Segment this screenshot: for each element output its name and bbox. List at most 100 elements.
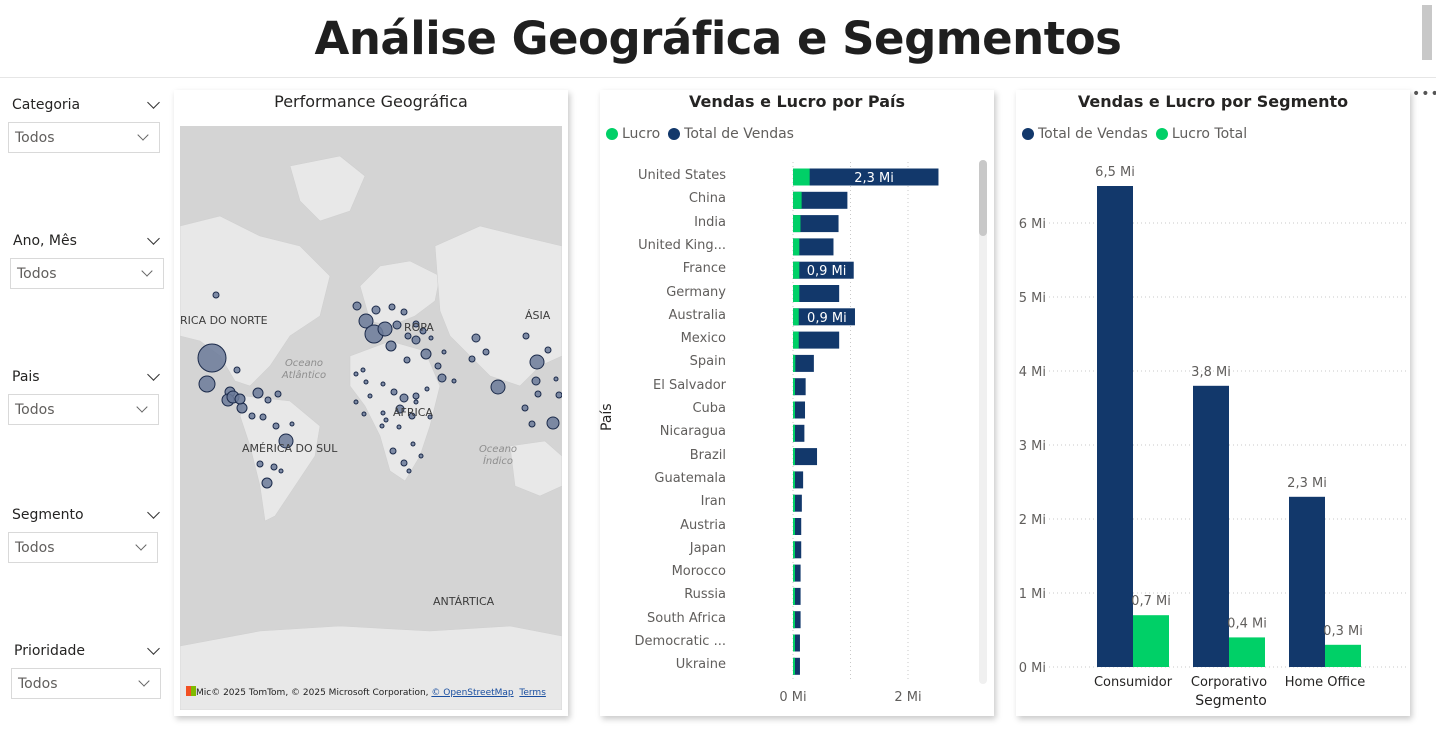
bar-lucro-total[interactable]: [1325, 644, 1361, 667]
bar-lucro[interactable]: [793, 657, 795, 675]
bar-lucro-total[interactable]: [1133, 615, 1169, 667]
openstreetmap-link[interactable]: © OpenStreetMap: [431, 688, 514, 698]
map-bubble[interactable]: [264, 396, 272, 404]
map-bubble[interactable]: [418, 453, 424, 459]
bar-lucro[interactable]: [793, 238, 800, 256]
map-bubble[interactable]: [236, 402, 248, 414]
map-bubble[interactable]: [521, 404, 529, 412]
map-bubble[interactable]: [410, 441, 416, 447]
map-canvas[interactable]: RICA DO NORTE ÁSIA ROPA ÁFRICA AMÉRICA D…: [180, 126, 562, 710]
map-bubble[interactable]: [404, 332, 412, 340]
bar-lucro[interactable]: [793, 494, 795, 512]
slicer-dropdown[interactable]: Todos: [8, 122, 160, 153]
country-chart-visual[interactable]: Vendas e Lucro por País Lucro Total de V…: [599, 90, 994, 716]
map-bubble[interactable]: [353, 371, 359, 377]
map-bubble[interactable]: [367, 393, 373, 399]
bar-lucro[interactable]: [793, 448, 795, 466]
map-bubble[interactable]: [385, 340, 397, 352]
bar-lucro-total[interactable]: [1229, 637, 1265, 667]
chevron-down-icon[interactable]: [147, 642, 160, 655]
map-bubble[interactable]: [428, 335, 434, 341]
bar-total-vendas[interactable]: [793, 378, 806, 396]
map-bubble[interactable]: [490, 379, 506, 395]
bar-total-vendas[interactable]: [793, 448, 818, 466]
bar-lucro[interactable]: [793, 587, 795, 605]
terms-link[interactable]: Terms: [519, 688, 546, 698]
map-bubble[interactable]: [278, 433, 294, 449]
map-bubble[interactable]: [555, 391, 562, 399]
bar-lucro[interactable]: [793, 308, 799, 326]
map-bubble[interactable]: [371, 305, 381, 315]
bar-total-vendas[interactable]: [793, 494, 802, 512]
bar-total-vendas[interactable]: [1097, 186, 1133, 667]
legend-item-lucro[interactable]: Lucro Total: [1155, 126, 1247, 142]
bar-lucro[interactable]: [793, 331, 799, 349]
bar-lucro[interactable]: [793, 611, 795, 629]
legend-item-lucro[interactable]: Lucro: [606, 126, 660, 142]
bar-total-vendas[interactable]: [793, 611, 801, 629]
slicer-dropdown[interactable]: Todos: [8, 394, 159, 425]
map-bubble[interactable]: [274, 390, 282, 398]
map-bubble[interactable]: [360, 367, 366, 373]
country-scrollbar-track[interactable]: [979, 160, 987, 684]
bar-lucro[interactable]: [793, 634, 795, 652]
bar-total-vendas[interactable]: [793, 657, 800, 675]
page-scrollbar[interactable]: [1422, 5, 1432, 60]
bar-lucro[interactable]: [793, 564, 795, 582]
chevron-down-icon[interactable]: [147, 506, 160, 519]
map-bubble[interactable]: [234, 393, 246, 405]
country-scrollbar-thumb[interactable]: [979, 160, 987, 236]
map-bubble[interactable]: [379, 423, 385, 429]
map-bubble[interactable]: [406, 468, 412, 474]
map-bubble[interactable]: [390, 388, 398, 396]
bar-total-vendas[interactable]: [793, 261, 854, 279]
map-bubble[interactable]: [471, 333, 481, 343]
bar-total-vendas[interactable]: [793, 564, 801, 582]
map-bubble[interactable]: [441, 349, 447, 355]
bar-total-vendas[interactable]: [793, 401, 806, 419]
map-bubble[interactable]: [482, 348, 490, 356]
legend-item-vendas[interactable]: Total de Vendas: [1022, 126, 1148, 142]
bar-total-vendas[interactable]: [793, 354, 814, 372]
map-bubble[interactable]: [424, 386, 430, 392]
slicer-dropdown[interactable]: Todos: [11, 668, 161, 699]
map-bubble[interactable]: [399, 393, 409, 403]
bar-total-vendas[interactable]: [793, 541, 802, 559]
map-bubble[interactable]: [522, 332, 530, 340]
bar-lucro[interactable]: [793, 378, 795, 396]
map-bubble[interactable]: [198, 375, 216, 393]
map-bubble[interactable]: [412, 320, 420, 328]
map-bubble[interactable]: [361, 411, 367, 417]
map-bubble[interactable]: [392, 320, 402, 330]
map-bubble[interactable]: [419, 327, 427, 335]
bar-total-vendas[interactable]: [793, 471, 804, 489]
map-bubble[interactable]: [434, 362, 442, 370]
map-bubble[interactable]: [389, 447, 397, 455]
map-bubble[interactable]: [352, 301, 362, 311]
map-bubble[interactable]: [528, 420, 536, 428]
map-bubble[interactable]: [363, 379, 369, 385]
map-bubble[interactable]: [289, 421, 295, 427]
map-bubble[interactable]: [377, 321, 393, 337]
map-bubble[interactable]: [233, 366, 241, 374]
chevron-down-icon[interactable]: [147, 368, 160, 381]
country-bar-chart[interactable]: 0 Mi 2 Mi 2,3 Mi 0,9 Mi 0,9 Mi: [600, 90, 994, 716]
map-bubble[interactable]: [553, 376, 559, 382]
bar-lucro[interactable]: [793, 285, 800, 302]
map-bubble[interactable]: [544, 346, 552, 354]
bar-lucro[interactable]: [793, 191, 802, 209]
map-bubble[interactable]: [353, 399, 359, 405]
chevron-down-icon[interactable]: [147, 96, 160, 109]
more-options-icon[interactable]: •••: [1412, 86, 1436, 102]
bar-total-vendas[interactable]: [793, 634, 800, 652]
map-bubble[interactable]: [412, 392, 420, 400]
map-bubble[interactable]: [270, 463, 278, 471]
bar-lucro[interactable]: [793, 261, 800, 279]
map-bubble[interactable]: [400, 308, 408, 316]
map-bubble[interactable]: [358, 313, 374, 329]
map-bubble[interactable]: [531, 376, 541, 386]
slicer-dropdown[interactable]: Todos: [10, 258, 164, 289]
bar-lucro[interactable]: [793, 541, 795, 559]
map-bubble[interactable]: [396, 424, 402, 430]
bar-total-vendas[interactable]: [793, 191, 848, 209]
